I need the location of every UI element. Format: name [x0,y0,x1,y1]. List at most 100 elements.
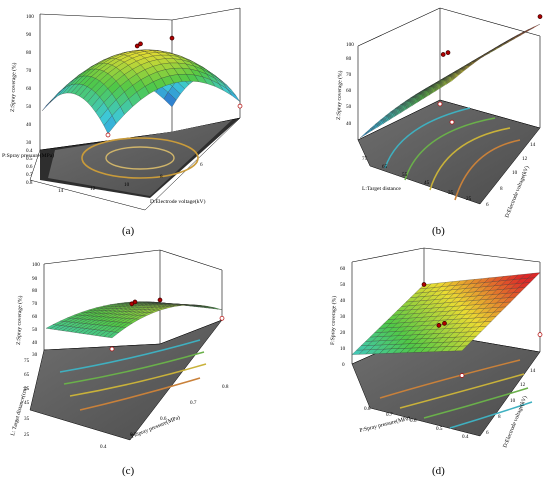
panel-b-ytick: 75 [362,156,368,162]
panel-c-ztick: 50 [32,327,38,333]
panel-c-ztick: 40 [32,340,38,346]
panel-a-xtick: 10 [124,182,130,188]
panel-d-contour-3 [423,387,529,419]
panel-b-surface [359,23,541,139]
panel-c-ztick: 70 [32,301,38,307]
panel-d-ztick: 10 [340,346,346,352]
panel-a-surface [41,49,241,134]
panel-b-floor [358,100,540,204]
panel-d-ztick: 40 [340,298,346,304]
design-point [449,119,455,125]
panel-c-zlabel: Z:Spray coverage (%) [15,295,24,345]
panel-d-xtick: 14 [530,368,536,374]
panel-a-xtick: 14 [58,188,64,194]
panel-a-ytick: 0.5 [26,156,33,162]
panel-a-xlabel: D:Electrode voltage(kV) [150,198,206,205]
panel-c-ztick: 30 [32,352,38,358]
panel-d-ytick: 0.7 [386,412,393,418]
panel-b-ytick: 45 [424,180,430,186]
panel-d-floor [352,332,540,436]
panel-c-contour-2 [63,351,205,385]
panel-d-xtick: 6 [486,430,489,436]
panel-b-xtick: 12 [522,156,528,162]
panel-b-ztick: 60 [346,88,352,94]
panel-b-ztick: 50 [346,104,352,110]
design-point [129,301,135,307]
panel-a-xtick: 12 [90,186,96,192]
panel-b-contour-1 [454,139,521,201]
panel-c-floor-outline [29,319,223,441]
design-point [437,101,443,107]
panel-a-design-points [105,35,243,138]
panel-b-ytick: 55 [402,172,408,178]
panel-a-ztick: 80 [26,50,32,56]
panel-b-ytick: 35 [448,190,454,196]
panel-a-contour-2 [105,146,175,170]
panel-d-xtick: 10 [510,398,516,404]
panel-a-ytick: 0.8 [26,180,33,186]
panel-c-ztick: 100 [32,262,40,268]
panel-b [357,7,543,205]
design-point [537,332,543,337]
panel-c-ticks: 100 90 80 70 60 50 40 30 25 35 45 55 65 … [24,262,229,450]
design-point [440,52,446,57]
design-point [537,14,543,19]
panel-c-ytick: 55 [24,386,30,392]
panel-c [29,249,225,441]
panel-a-ztick: 60 [26,86,32,92]
panel-d-xtick: 12 [520,382,526,388]
panel-a-ticks: 100 90 80 70 60 50 40 30 0.4 0.5 0.6 0.7… [26,14,203,194]
panel-c-xtick: 0.7 [190,400,197,406]
panel-c-label: (c) [122,465,135,477]
panel-a-ytick: 0.6 [26,164,33,170]
panel-c-ztick: 90 [32,276,38,282]
panel-c-ztick: 80 [32,288,38,294]
panel-a-ylabel: P:Spray pressure(MPa) [2,152,54,159]
design-point [109,346,115,352]
panel-d-contour-1 [379,359,521,399]
panel-b-ztick: 70 [346,72,352,78]
panel-b-xtick: 8 [500,186,503,192]
panel-a-zlabel: Z:Spray coverage (%) [9,62,18,112]
panel-b-ztick: 40 [346,121,352,127]
panel-d-design-points [421,282,543,378]
panel-d-contour-2 [399,373,525,409]
design-point [436,323,442,328]
surface-patch [227,89,241,102]
panel-d-ytick: 0.6 [410,418,417,424]
panel-c-contour-3 [69,363,207,397]
panel-b-floor-outline [357,99,541,205]
panel-a-ztick: 50 [26,104,32,110]
panel-a-floor-outline [29,117,241,211]
design-point [157,297,163,303]
panel-d-ytick: 0.4 [462,434,469,440]
panel-d-ylabel: P:Spray pressure(MPa) [359,415,411,434]
panel-c-xtick: 0.8 [222,384,229,390]
panel-b-label: (b) [432,225,445,237]
panel-c-xtick: 0.5 [130,432,137,438]
panel-d-ticks: 60 50 40 30 20 10 0 0.8 0.7 0.6 0.5 0.4 … [340,266,536,440]
panel-a [29,7,243,211]
panel-d-ytick: 0.5 [436,426,443,432]
panel-d-zlabel: F:Spray coverage (%) [329,296,338,345]
panel-a-ztick: 90 [26,32,32,38]
panel-b-contour-4 [384,107,471,169]
panel-a-floor-face [48,120,232,196]
panel-c-ytick: 75 [24,358,30,364]
surface-patch [528,23,541,31]
panel-c-ytick: 25 [24,432,30,438]
panel-c-design-points [109,297,225,352]
panel-b-ylabel: L:Target distance [362,186,401,192]
panel-d-surface [351,272,541,355]
panel-d-contour-4 [449,401,533,429]
panel-b-ztick: 80 [346,56,352,62]
panel-b-xtick: 10 [512,170,518,176]
design-point [105,132,111,138]
panel-c-ytick: 65 [24,372,30,378]
panel-d-label: (d) [432,465,445,477]
design-point [219,315,225,321]
panel-a-ytick: 0.4 [26,148,33,154]
panel-d-xtick: 8 [498,414,501,420]
panel-d-ztick: 20 [340,330,346,336]
design-point [134,43,140,49]
